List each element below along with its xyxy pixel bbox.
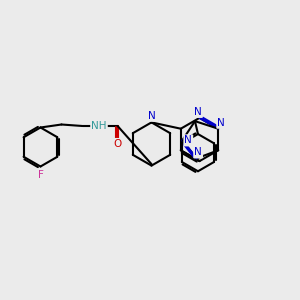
Text: N: N <box>148 111 155 121</box>
Text: N: N <box>217 118 225 128</box>
Text: O: O <box>113 139 122 149</box>
Text: NH: NH <box>91 121 107 131</box>
Text: N: N <box>184 135 192 146</box>
Text: F: F <box>38 170 44 180</box>
Text: N: N <box>194 107 202 117</box>
Text: N: N <box>194 147 202 158</box>
